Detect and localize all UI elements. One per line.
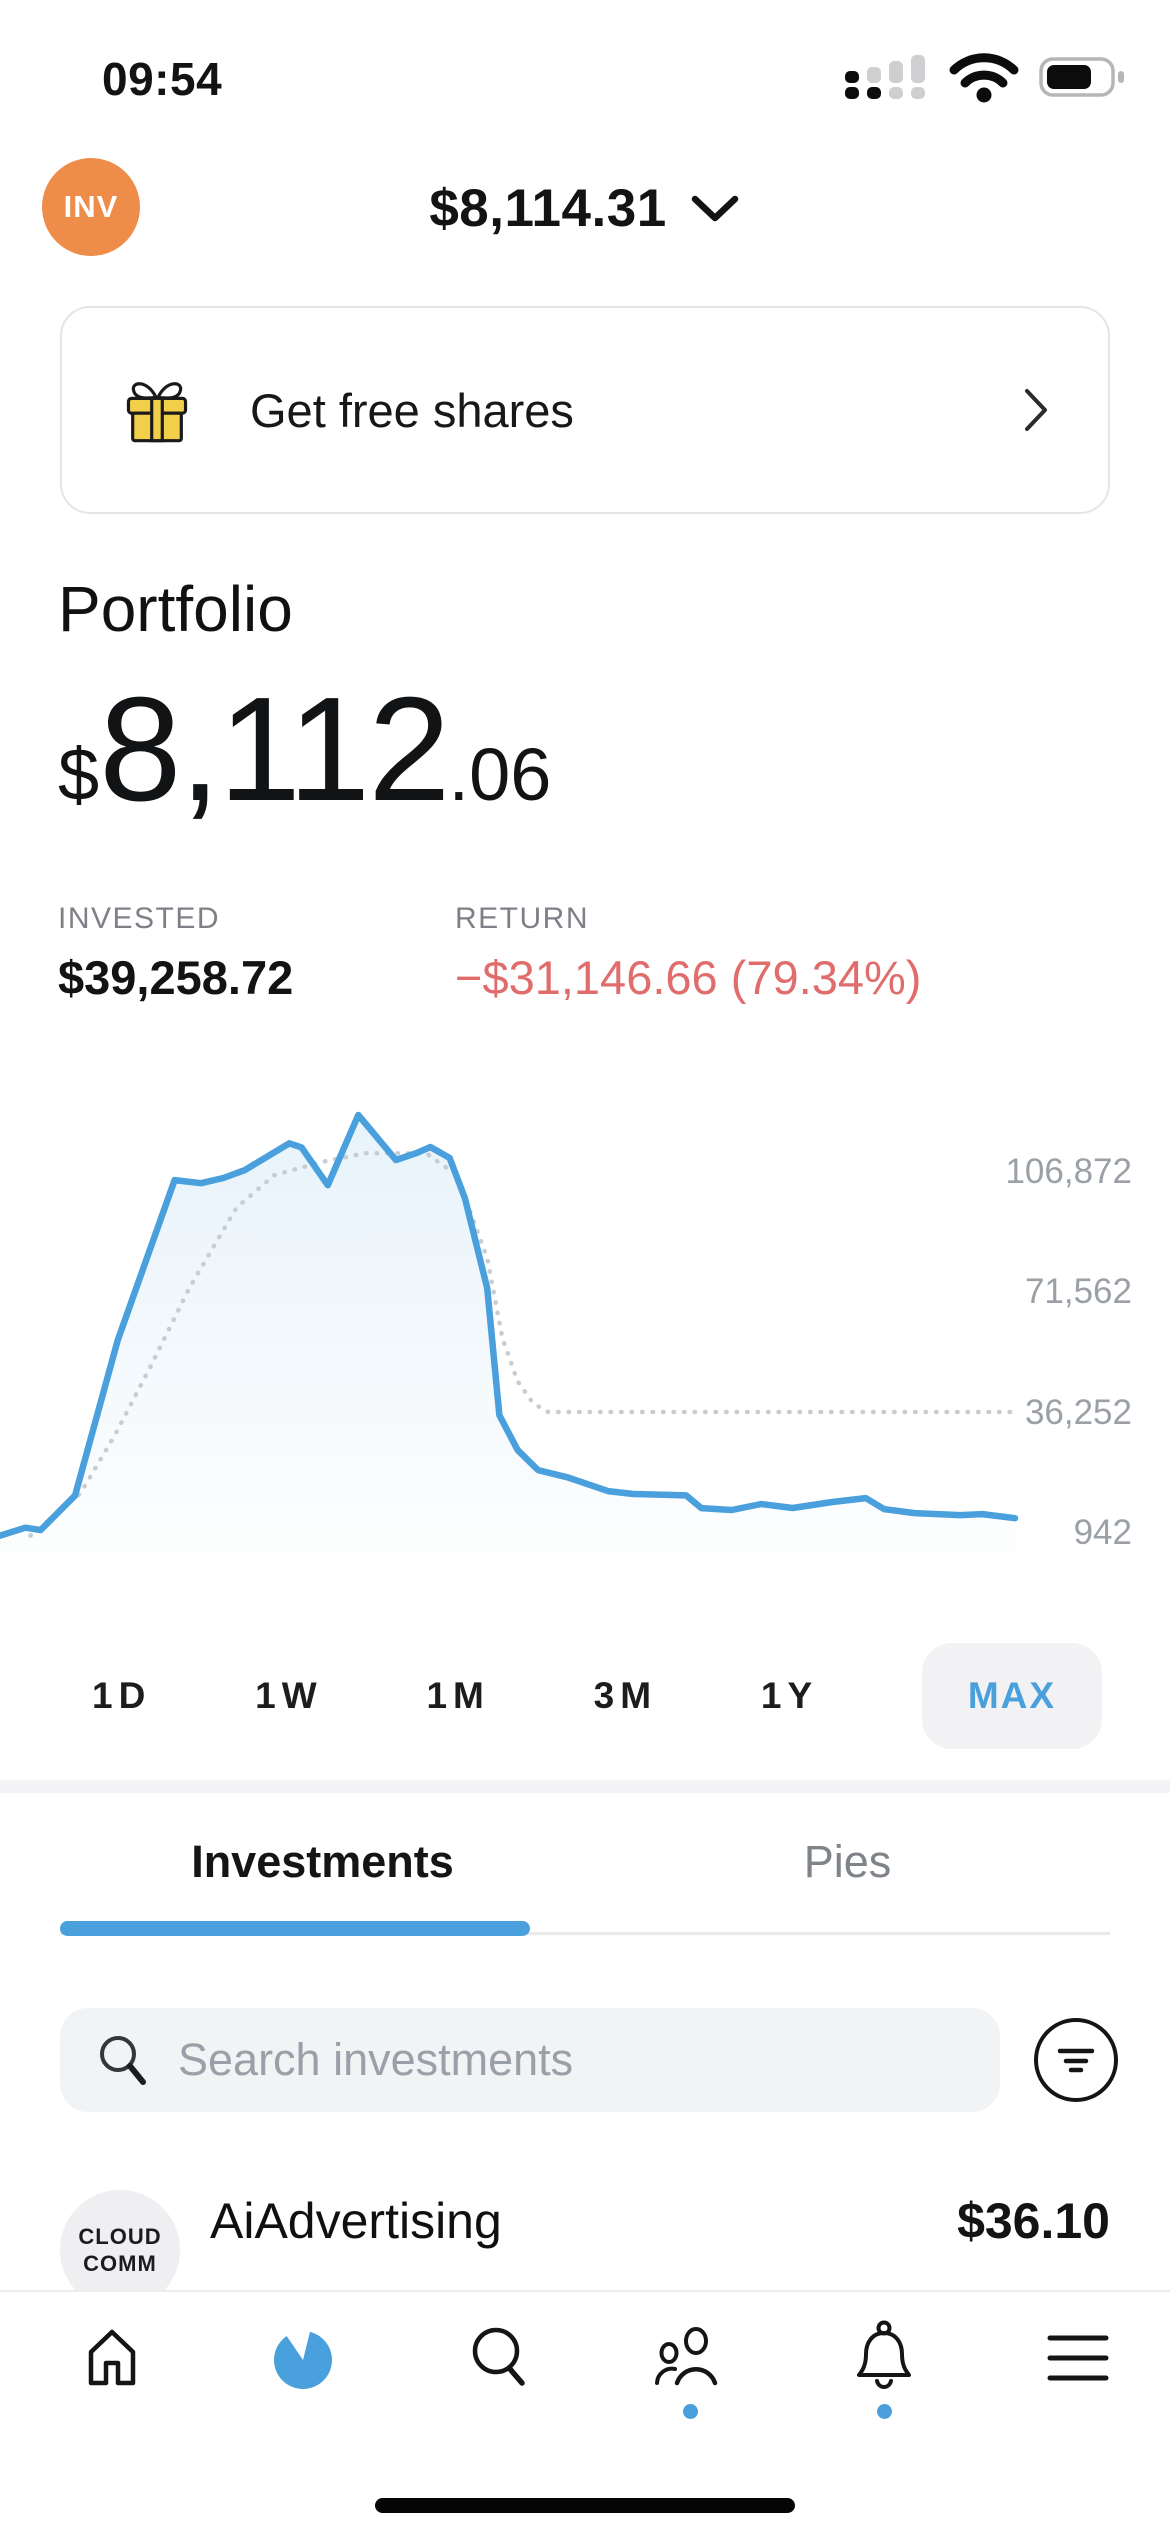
portfolio-value: $ 8,112 .06 xyxy=(58,667,552,832)
filter-icon[interactable] xyxy=(1032,2016,1120,2104)
search-input[interactable] xyxy=(176,2033,964,2087)
axis-tick-label: 942 xyxy=(1073,1513,1132,1553)
nav-community[interactable] xyxy=(650,2318,730,2398)
nav-search[interactable] xyxy=(460,2318,540,2398)
value-whole: 8,112 xyxy=(99,667,450,832)
bell-icon xyxy=(857,2320,911,2389)
currency-symbol: $ xyxy=(58,733,100,816)
status-time: 09:54 xyxy=(102,53,223,105)
return-label: RETURN xyxy=(455,902,589,935)
wifi-icon xyxy=(949,53,1019,103)
battery-icon xyxy=(1039,57,1124,97)
range-3m[interactable]: 3M xyxy=(593,1675,658,1716)
menu-icon xyxy=(1047,2335,1109,2381)
portfolio-tabs: Investments Pies xyxy=(60,1836,1110,1952)
value-decimals: .06 xyxy=(448,733,552,816)
nav-notifications[interactable] xyxy=(844,2318,924,2398)
search-icon xyxy=(100,2036,146,2085)
tab-pies[interactable]: Pies xyxy=(803,1836,892,1887)
range-1d[interactable]: 1D xyxy=(92,1675,152,1716)
home-icon xyxy=(88,2329,136,2386)
chart-plot xyxy=(0,1111,1019,1555)
invested-label: INVESTED xyxy=(58,902,221,935)
holding-name[interactable]: AiAdvertising xyxy=(210,2193,502,2249)
get-free-shares-card[interactable]: Get free shares xyxy=(60,306,1110,514)
time-range-selector: 1D 1W 1M 3M 1Y MAX xyxy=(0,1640,1170,1752)
bell-notification-dot xyxy=(877,2404,892,2419)
active-tab-indicator xyxy=(60,1921,530,1936)
axis-tick-label: 36,252 xyxy=(1024,1392,1132,1432)
home-indicator[interactable] xyxy=(375,2498,795,2513)
gift-icon xyxy=(126,382,188,443)
chart-area-fill xyxy=(0,1115,1015,1555)
pie-chart-icon xyxy=(274,2330,332,2389)
range-max-selected[interactable]: MAX xyxy=(921,1643,1102,1749)
community-notification-dot xyxy=(683,2404,698,2419)
nav-menu[interactable] xyxy=(1038,2318,1118,2398)
bottom-navigation xyxy=(0,2290,1170,2532)
section-divider xyxy=(0,1780,1170,1793)
nav-home[interactable] xyxy=(72,2318,152,2398)
axis-tick-label: 106,872 xyxy=(1005,1152,1132,1191)
nav-portfolio-active[interactable] xyxy=(263,2318,343,2398)
account-value-selector[interactable]: $8,114.31 xyxy=(0,178,1170,239)
tab-investments[interactable]: Investments xyxy=(191,1836,454,1887)
logo-line2: COMM xyxy=(83,2251,157,2276)
logo-line1: CLOUD xyxy=(78,2224,162,2249)
portfolio-line xyxy=(0,1111,1019,1539)
cellular-signal-icon xyxy=(845,55,925,99)
axis-tick-label: 71,562 xyxy=(1024,1272,1132,1312)
invested-value: $39,258.72 xyxy=(58,951,294,1004)
status-icons xyxy=(845,52,1125,103)
range-1w[interactable]: 1W xyxy=(255,1675,323,1716)
account-value: $8,114.31 xyxy=(429,179,667,238)
invested-line xyxy=(28,1150,1018,1538)
search-nav-icon xyxy=(472,2327,525,2386)
community-icon xyxy=(655,2327,718,2386)
search-investments-field[interactable] xyxy=(60,2008,1000,2112)
page-title: Portfolio xyxy=(58,573,293,645)
portfolio-chart[interactable]: 106,872 71,562 36,252 942 xyxy=(0,1085,1170,1555)
chevron-right-icon xyxy=(1025,389,1047,431)
chevron-down-icon xyxy=(691,195,738,221)
holding-price: $36.10 xyxy=(957,2193,1110,2249)
range-1y[interactable]: 1Y xyxy=(760,1675,819,1716)
return-value: −$31,146.66 (79.34%) xyxy=(455,951,922,1004)
tab-hairline xyxy=(60,1932,1110,1935)
range-1m[interactable]: 1M xyxy=(426,1675,490,1716)
promo-label: Get free shares xyxy=(250,383,574,437)
avatar[interactable]: INV xyxy=(42,158,140,256)
